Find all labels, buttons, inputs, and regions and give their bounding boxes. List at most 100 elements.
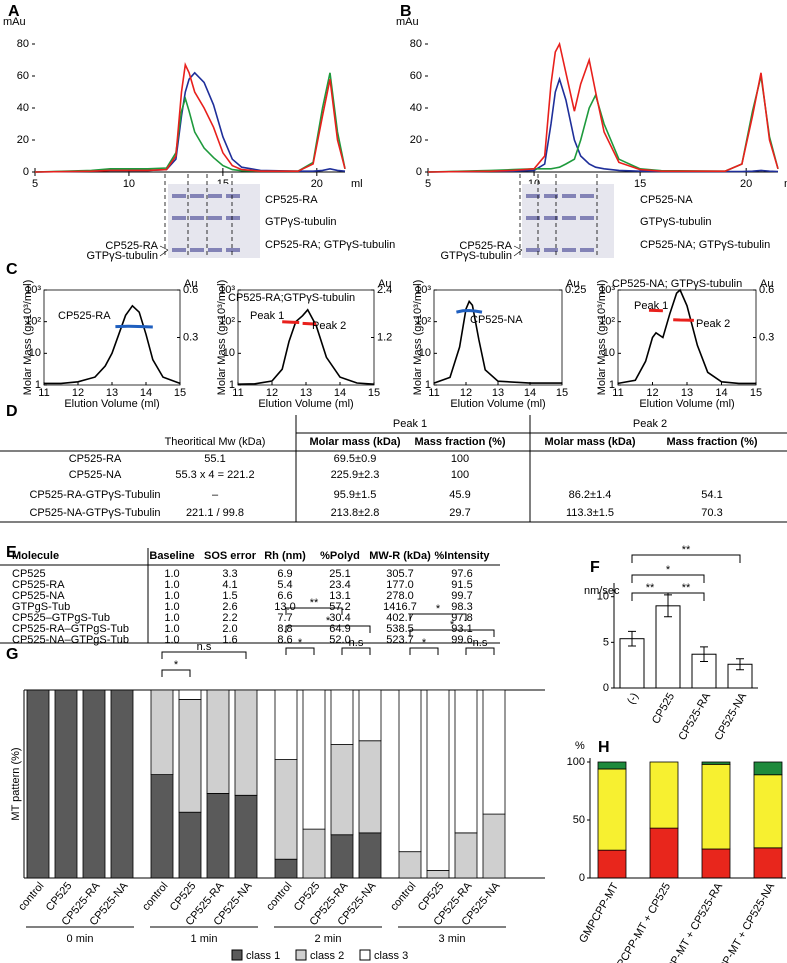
table-cell: 100 — [451, 453, 469, 465]
table-cell: 113.3±1.5 — [566, 507, 614, 519]
bar-segment — [426, 870, 450, 879]
panel-label: C — [6, 261, 18, 278]
table-cell: 70.3 — [701, 507, 722, 519]
x-tick-label: 11 — [612, 387, 623, 399]
x-tick-label: 12 — [460, 387, 472, 399]
column-header: %Intensity — [434, 550, 490, 562]
significance-bracket — [631, 574, 705, 583]
y-unit: mAu — [396, 16, 419, 28]
legend-label: class 3 — [374, 950, 408, 962]
bar-segment — [206, 793, 230, 879]
significance-label: * — [422, 637, 427, 649]
row-name: CP525-NA — [69, 469, 122, 481]
gel-band — [580, 248, 594, 252]
x-unit: ml — [784, 178, 787, 190]
legend-swatch — [295, 949, 307, 961]
y-tick-label: 10³ — [219, 284, 235, 296]
table-cell: CP525-RA–GTPgS-Tub — [12, 623, 129, 635]
x-tick-label: (-) — [625, 691, 641, 707]
table-cell: 1416.7 — [383, 601, 417, 613]
table-cell: 97.8 — [451, 612, 472, 624]
molar-mass-trace — [282, 320, 300, 324]
x-tick-label: 13 — [492, 387, 504, 399]
column-header: Molecule — [12, 550, 59, 562]
table-cell: 1.0 — [164, 601, 179, 613]
molar-mass-trace — [456, 308, 483, 314]
y-tick-label: 20 — [410, 134, 422, 146]
gel-band — [208, 248, 222, 252]
y-axis-label: Molar Mass (gx10³/mol) — [22, 280, 34, 396]
x-tick-label: 13 — [106, 387, 118, 399]
table-cell: 1.0 — [164, 612, 179, 624]
table-cell: 95.9±1.5 — [334, 489, 377, 501]
table-cell: 1.6 — [222, 634, 237, 646]
column-header: Mass fraction (%) — [666, 436, 757, 448]
y2-axis-label: Au — [184, 278, 197, 290]
bar-segment — [178, 811, 202, 879]
gel-pointer — [513, 245, 523, 251]
table-cell: 221.1 / 99.8 — [186, 507, 244, 519]
table-cell: 100 — [451, 469, 469, 481]
table-cell: 523.7 — [386, 634, 414, 646]
molar-mass-trace — [648, 308, 663, 313]
significance-label: n.s — [349, 637, 364, 649]
annotation: Peak 2 — [312, 320, 346, 332]
table-cell: 1.0 — [164, 579, 179, 591]
y-tick-label: 40 — [410, 102, 422, 114]
significance-bracket — [631, 554, 741, 563]
molar-mass-trace — [302, 321, 317, 326]
table-cell: 86.2±1.4 — [569, 489, 612, 501]
y-tick-label: 60 — [17, 70, 29, 82]
y-tick-label: 10 — [419, 347, 431, 359]
line-series — [427, 41, 779, 173]
y-tick-label: 1 — [609, 379, 615, 391]
group-label: 0 min — [67, 933, 94, 945]
bar-segment — [150, 689, 174, 775]
annotation: Peak 1 — [634, 300, 668, 312]
bar — [619, 638, 645, 689]
column-header: Theoritical Mw (kDa) — [165, 436, 266, 448]
x-tick-label: 15 — [750, 387, 762, 399]
y-tick-label: 80 — [410, 38, 422, 50]
y-tick-label: 100 — [567, 756, 585, 768]
y-tick-label: 0 — [603, 682, 609, 694]
significance-bracket — [285, 607, 343, 615]
table-cell: 6.9 — [277, 568, 292, 580]
significance-bracket — [409, 629, 495, 637]
column-header: Baseline — [149, 550, 194, 562]
gel-label: CP525-RA — [459, 240, 512, 252]
bar — [655, 605, 681, 689]
gel-band — [190, 194, 204, 198]
x-axis-label: Elution Volume (ml) — [639, 398, 734, 410]
table-cell: CP525 — [12, 568, 46, 580]
x-tick-label: 14 — [715, 387, 727, 399]
y2-tick-label: 0.6 — [183, 284, 198, 296]
table-cell: 91.5 — [451, 579, 472, 591]
gel-band — [562, 248, 576, 252]
bar-segment — [26, 689, 50, 879]
bar-segment — [82, 689, 106, 879]
table-cell: 30.4 — [329, 612, 350, 624]
y2-tick-label: 0.25 — [565, 284, 586, 296]
significance-bracket — [161, 651, 247, 659]
absorbance-trace — [237, 308, 375, 385]
gel-band — [562, 194, 576, 198]
table-cell: 538.5 — [386, 623, 414, 635]
gel-band — [190, 216, 204, 220]
table-cell: CP525-NA — [12, 590, 65, 602]
bar-segment — [358, 740, 382, 834]
x-tick-label: control — [140, 880, 170, 913]
x-axis-label: Elution Volume (ml) — [64, 398, 159, 410]
column-header: MW-R (kDa) — [369, 550, 431, 562]
bar-segment — [753, 847, 783, 879]
legend-label: GTPγS-tubulin — [265, 216, 337, 228]
legend-swatch — [231, 949, 243, 961]
table-cell: 1.0 — [164, 623, 179, 635]
bar-segment — [54, 689, 78, 879]
absorbance-trace — [617, 288, 756, 385]
y-tick-label: 1 — [229, 379, 235, 391]
line-series — [34, 71, 346, 173]
bar-segment — [597, 849, 627, 879]
gel-label: GTPγS-tubulin — [86, 250, 158, 262]
column-header: Mass fraction (%) — [414, 436, 505, 448]
